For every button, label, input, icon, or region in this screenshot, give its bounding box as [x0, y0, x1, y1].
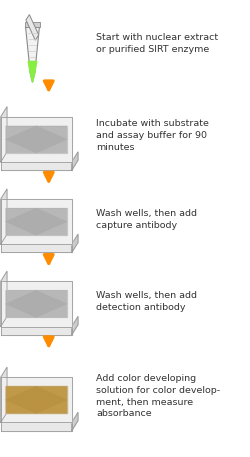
Polygon shape: [6, 208, 67, 235]
Polygon shape: [72, 316, 78, 335]
Polygon shape: [1, 199, 72, 244]
Polygon shape: [72, 234, 78, 252]
Polygon shape: [72, 152, 78, 170]
Polygon shape: [6, 387, 67, 413]
Polygon shape: [6, 208, 67, 235]
Text: Start with nuclear extract
or purified SIRT enzyme: Start with nuclear extract or purified S…: [96, 33, 218, 54]
Polygon shape: [1, 189, 7, 244]
Polygon shape: [6, 387, 67, 413]
Polygon shape: [6, 291, 67, 317]
Polygon shape: [72, 412, 78, 430]
Polygon shape: [1, 162, 72, 170]
Polygon shape: [1, 107, 7, 162]
Text: Incubate with substrate
and assay buffer for 90
minutes: Incubate with substrate and assay buffer…: [96, 119, 209, 152]
Polygon shape: [6, 126, 67, 153]
Polygon shape: [1, 281, 72, 326]
Polygon shape: [26, 15, 39, 40]
Text: Add color developing
solution for color develop-
ment, then measure
absorbance: Add color developing solution for color …: [96, 374, 220, 419]
Polygon shape: [1, 326, 72, 335]
Polygon shape: [28, 61, 37, 82]
Polygon shape: [1, 271, 7, 326]
Polygon shape: [1, 244, 72, 252]
Polygon shape: [1, 422, 72, 430]
Polygon shape: [1, 367, 7, 422]
Polygon shape: [1, 377, 72, 422]
Polygon shape: [1, 117, 72, 162]
Polygon shape: [6, 126, 67, 153]
Polygon shape: [6, 291, 67, 317]
Text: Wash wells, then add
capture antibody: Wash wells, then add capture antibody: [96, 209, 197, 230]
Polygon shape: [25, 22, 40, 27]
Polygon shape: [26, 27, 40, 82]
Text: Wash wells, then add
detection antibody: Wash wells, then add detection antibody: [96, 291, 197, 312]
